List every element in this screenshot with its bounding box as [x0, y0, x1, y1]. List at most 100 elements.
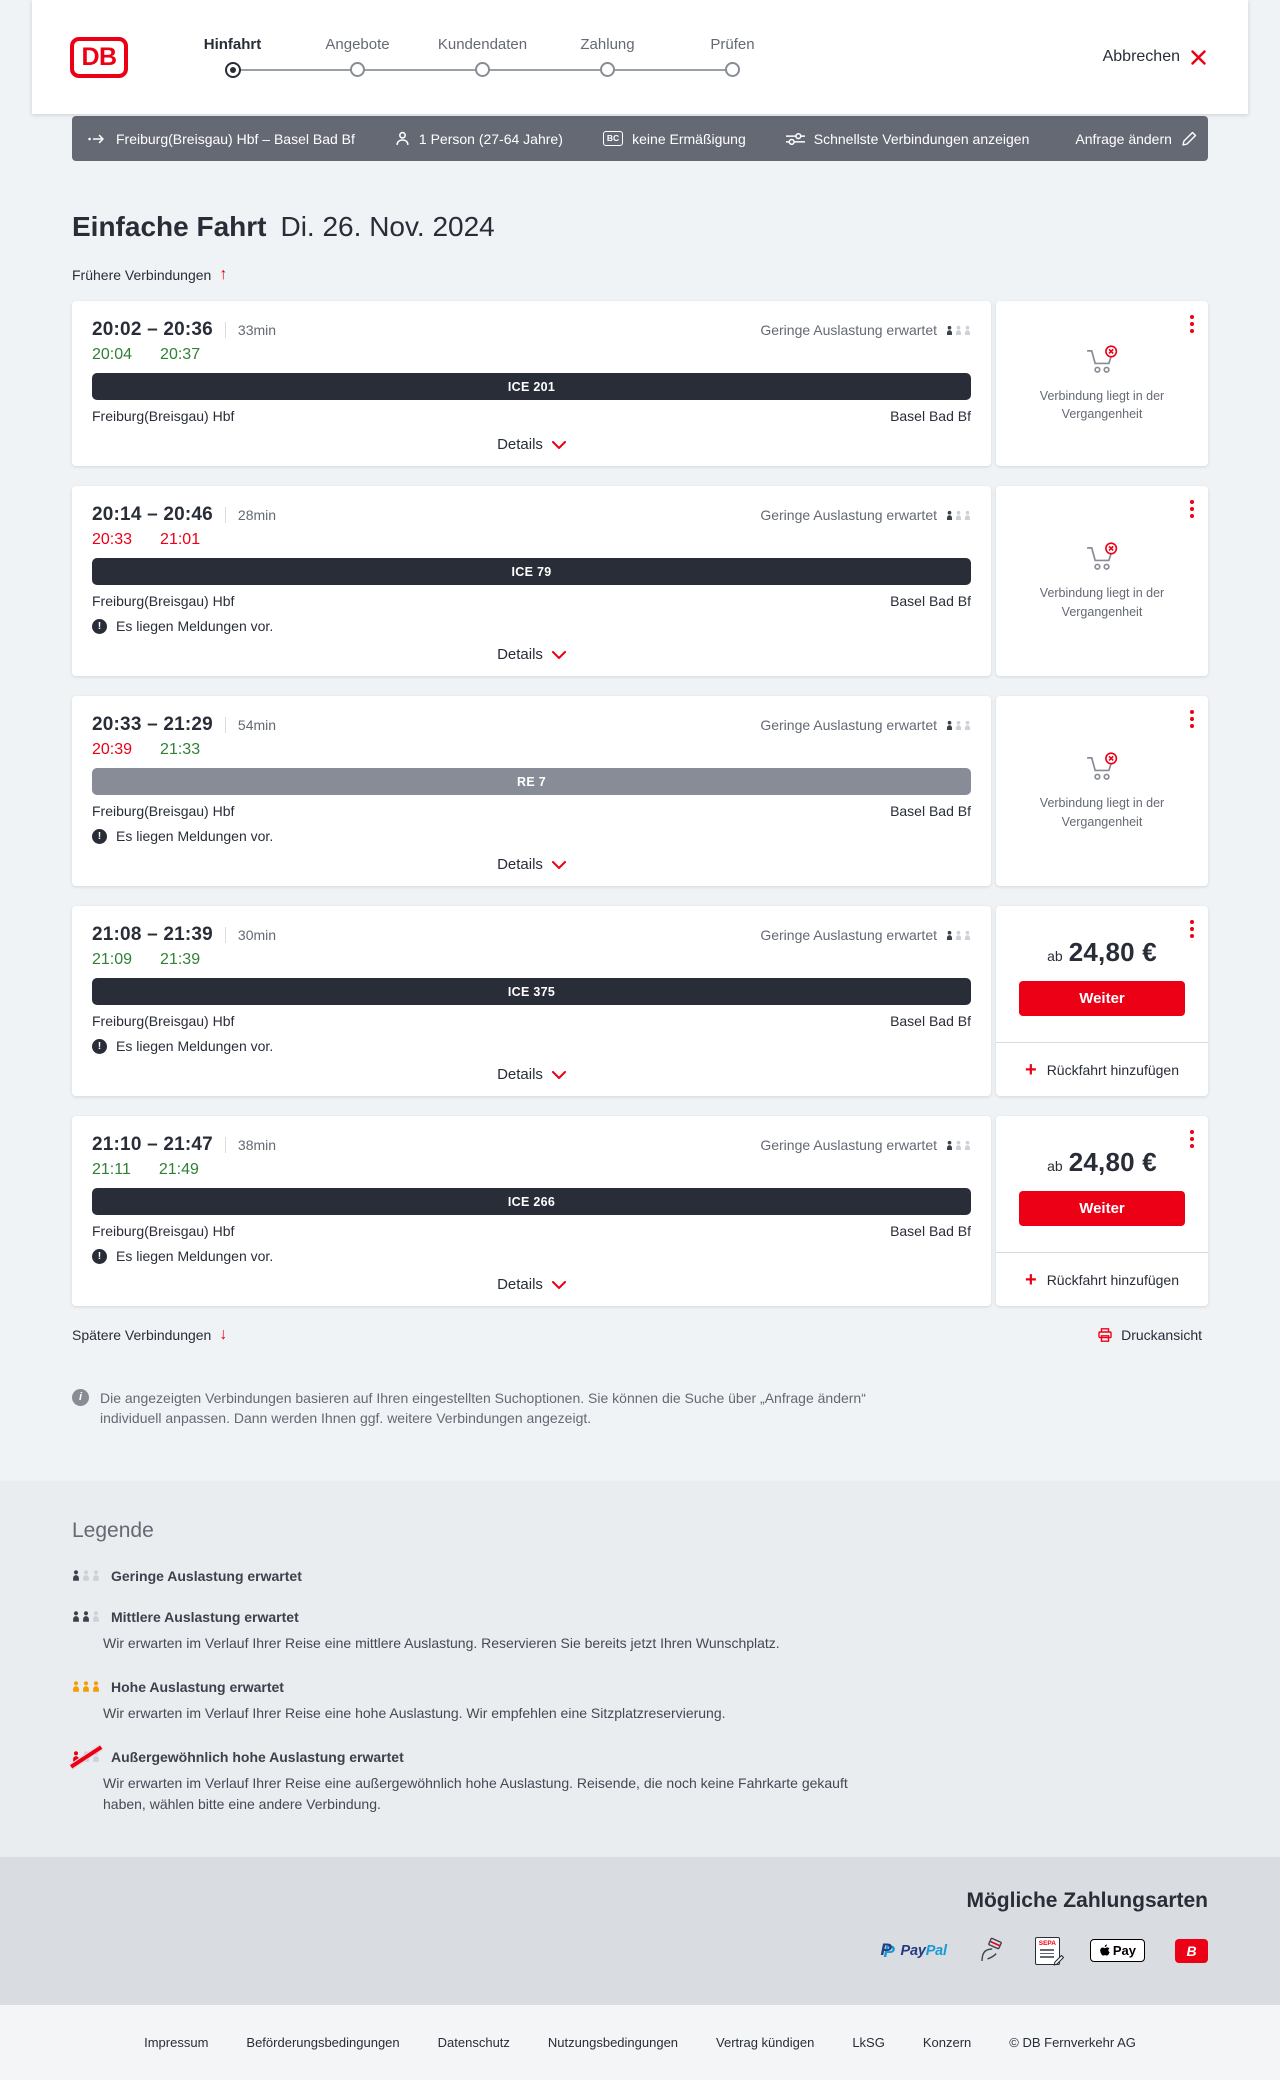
- plus-icon: +: [1025, 1058, 1037, 1081]
- continue-button[interactable]: Weiter: [1019, 980, 1185, 1016]
- connection-card: 20:33 – 21:29 54min Geringe Auslastung e…: [72, 696, 1208, 886]
- footer-link-nutzungsbedingungen[interactable]: Nutzungsbedingungen: [547, 2034, 679, 2050]
- options-menu-button[interactable]: [1185, 310, 1199, 338]
- options-menu-button[interactable]: [1185, 915, 1199, 943]
- cancel-button[interactable]: Abbrechen: [1099, 44, 1210, 70]
- train-label: RE 7: [92, 768, 971, 795]
- connection-times: 20:02 – 20:36: [92, 319, 213, 340]
- credit-card-hand-icon: [981, 1937, 1002, 1961]
- connection-action-panel: Verbindung liegt in der Vergangenheit: [996, 301, 1208, 466]
- pencil-icon: [1182, 131, 1197, 146]
- discount-text: keine Ermäßigung: [632, 130, 746, 147]
- legend-item-medium: Mittlere Auslastung erwartet Wir erwarte…: [72, 1609, 1208, 1654]
- site-footer: Impressum Beförderungsbedingungen Datens…: [0, 2004, 1280, 2080]
- step-hinfahrt[interactable]: Hinfahrt: [170, 36, 295, 78]
- price-value: 24,80 €: [1068, 1146, 1157, 1177]
- occupancy-indicator: Geringe Auslastung erwartet: [760, 927, 971, 943]
- real-departure: 20:33: [92, 531, 133, 548]
- footer-link-impressum[interactable]: Impressum: [144, 2034, 209, 2050]
- chevron-down-icon: [551, 650, 566, 659]
- chevron-down-icon: [551, 1280, 566, 1289]
- details-toggle[interactable]: Details: [487, 429, 576, 460]
- occupancy-medium-icon: [72, 1610, 100, 1623]
- bahncard-icon: BC: [602, 131, 624, 146]
- real-departure: 21:09: [92, 951, 133, 968]
- details-toggle[interactable]: Details: [487, 1059, 576, 1090]
- divider: [224, 507, 226, 523]
- details-toggle[interactable]: Details: [487, 1269, 576, 1300]
- chevron-down-icon: [551, 440, 566, 449]
- bahnbonus-icon: B: [1175, 1938, 1208, 1963]
- occupancy-indicator: Geringe Auslastung erwartet: [760, 717, 971, 733]
- train-label: ICE 201: [92, 373, 971, 400]
- step-label: Kundendaten: [437, 36, 528, 53]
- footer-link-konzern[interactable]: Konzern: [922, 2034, 972, 2050]
- apple-pay-icon: Pay: [1089, 1939, 1145, 1963]
- origin-station: Freiburg(Breisgau) Hbf: [92, 593, 235, 609]
- route-arrow-icon: [88, 134, 104, 143]
- price-value: 24,80 €: [1068, 936, 1157, 967]
- add-return-button[interactable]: + Rückfahrt hinzufügen: [996, 1042, 1208, 1096]
- past-connection-text: Verbindung liegt in der Vergangenheit: [1039, 388, 1165, 421]
- real-time-row: 20:04 20:37: [92, 345, 971, 365]
- occupancy-indicator: Geringe Auslastung erwartet: [760, 322, 971, 338]
- stations-row: Freiburg(Breisgau) Hbf Basel Bad Bf: [92, 1223, 971, 1240]
- connection-times: 21:10 – 21:47: [92, 1134, 213, 1155]
- results-section: Einfache Fahrt Di. 26. Nov. 2024 Frühere…: [0, 211, 1280, 1429]
- legend-description: Wir erwarten im Verlauf Ihrer Reise eine…: [103, 1774, 848, 1812]
- step-kundendaten[interactable]: Kundendaten: [420, 36, 545, 78]
- origin-station: Freiburg(Breisgau) Hbf: [92, 1223, 235, 1239]
- cart-unavailable-icon: [1087, 345, 1118, 373]
- real-departure: 20:39: [92, 741, 133, 758]
- step-label: Hinfahrt: [203, 36, 262, 53]
- connection-details: 20:14 – 20:46 28min Geringe Auslastung e…: [72, 486, 991, 676]
- cart-unavailable-icon: [1087, 542, 1118, 571]
- options-menu-button[interactable]: [1185, 705, 1199, 733]
- footer-link-datenschutz[interactable]: Datenschutz: [437, 2034, 510, 2050]
- destination-station: Basel Bad Bf: [890, 1223, 971, 1239]
- step-pruefen[interactable]: Prüfen: [670, 36, 795, 78]
- connection-details: 21:08 – 21:39 30min Geringe Auslastung e…: [72, 906, 991, 1096]
- connection-action-panel: Verbindung liegt in der Vergangenheit: [996, 696, 1208, 886]
- filter-summary: Schnellste Verbindungen anzeigen: [785, 131, 1029, 147]
- price-panel: ab 24,80 € Weiter: [996, 1116, 1208, 1252]
- continue-button[interactable]: Weiter: [1019, 1190, 1185, 1226]
- step-zahlung[interactable]: Zahlung: [545, 36, 670, 78]
- details-toggle[interactable]: Details: [487, 849, 576, 880]
- real-arrival: 21:39: [160, 951, 201, 968]
- service-message: ! Es liegen Meldungen vor.: [92, 1038, 971, 1055]
- search-summary-bar: Freiburg(Breisgau) Hbf – Basel Bad Bf 1 …: [72, 116, 1208, 161]
- journey-date: Di. 26. Nov. 2024: [280, 211, 495, 242]
- price-panel: ab 24,80 € Weiter: [996, 906, 1208, 1042]
- real-departure: 20:04: [92, 346, 133, 363]
- occupancy-indicator: Geringe Auslastung erwartet: [760, 507, 971, 523]
- connection-times: 20:33 – 21:29: [92, 714, 213, 735]
- options-menu-button[interactable]: [1185, 495, 1199, 523]
- real-arrival: 21:01: [160, 531, 201, 548]
- footer-link-vertrag-kuendigen[interactable]: Vertrag kündigen: [716, 2034, 815, 2050]
- footer-link-befoerderungsbedingungen[interactable]: Beförderungsbedingungen: [246, 2034, 400, 2050]
- connection-duration: 33min: [237, 322, 277, 338]
- alert-icon: !: [92, 619, 107, 634]
- stations-row: Freiburg(Breisgau) Hbf Basel Bad Bf: [92, 803, 971, 820]
- destination-station: Basel Bad Bf: [890, 803, 971, 819]
- step-label: Angebote: [325, 36, 390, 53]
- connection-card: 21:10 – 21:47 38min Geringe Auslastung e…: [72, 1116, 1208, 1306]
- connection-card: 20:02 – 20:36 33min Geringe Auslastung e…: [72, 301, 1208, 466]
- footer-link-lksg[interactable]: LkSG: [852, 2034, 885, 2050]
- sepa-lastschrift-icon: SEPA: [1034, 1936, 1064, 1966]
- legend-item-low: Geringe Auslastung erwartet: [72, 1568, 1208, 1584]
- past-connection-info: Verbindung liegt in der Vergangenheit: [996, 301, 1208, 466]
- print-view-button[interactable]: Druckansicht: [1091, 1326, 1208, 1344]
- add-return-button[interactable]: + Rückfahrt hinzufügen: [996, 1252, 1208, 1306]
- edit-search-button[interactable]: Anfrage ändern: [1069, 130, 1203, 148]
- step-angebote[interactable]: Angebote: [295, 36, 420, 78]
- db-logo[interactable]: DB: [70, 36, 128, 78]
- later-connections-link[interactable]: Spätere Verbindungen ↓: [72, 1326, 228, 1344]
- occupancy-low-icon: [946, 930, 971, 941]
- discount-summary: BC keine Ermäßigung: [602, 130, 746, 147]
- options-menu-button[interactable]: [1185, 1125, 1199, 1153]
- legend-section: Legende Geringe Auslastung erwartet Mitt…: [0, 1480, 1280, 1857]
- details-toggle[interactable]: Details: [487, 639, 576, 670]
- earlier-connections-link[interactable]: Frühere Verbindungen ↑: [72, 266, 228, 284]
